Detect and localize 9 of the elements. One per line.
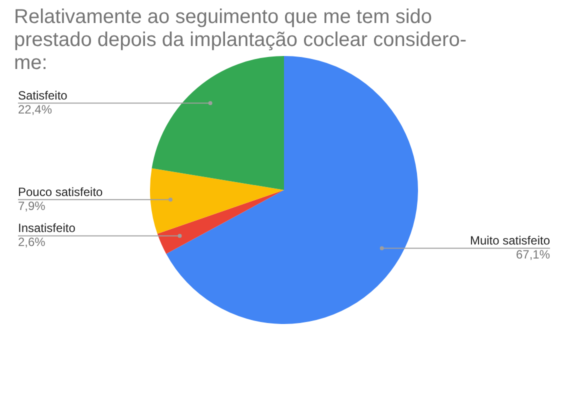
slice-label: Insatisfeito [18, 221, 76, 236]
slice-label: Muito satisfeito [470, 234, 550, 248]
data-label: 7,9% [18, 198, 46, 213]
data-label: 22,4% [18, 102, 52, 116]
slice-label: Pouco satisfeito [18, 184, 104, 199]
data-label: 67,1% [516, 248, 550, 262]
chart-title: Relativamente ao seguimento que me tem sido prestado depois da implantação coclear considero-me: [14, 6, 468, 75]
data-label: 2,6% [18, 235, 46, 250]
slice-label: Satisfeito [18, 88, 68, 102]
